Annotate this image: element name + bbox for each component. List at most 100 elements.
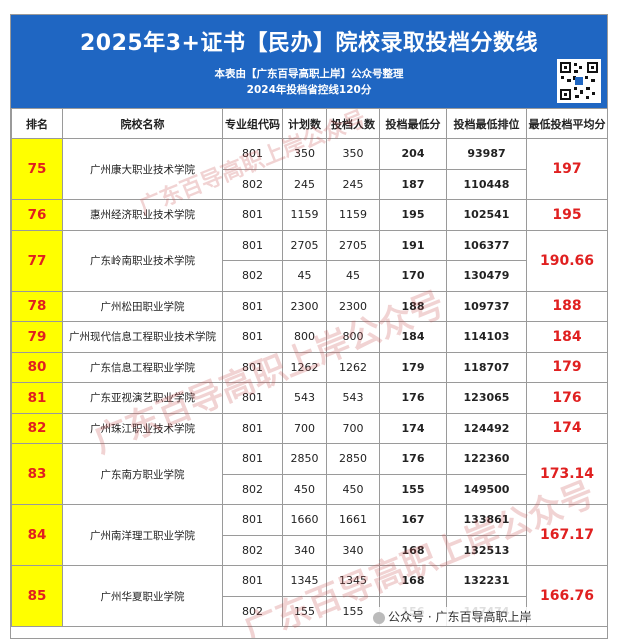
enrolled-count-cell: 350 — [326, 138, 380, 170]
avg-score-cell: 167.17 — [526, 504, 607, 566]
avg-score-cell: 188 — [526, 290, 607, 322]
group-code-cell: 802 — [222, 260, 283, 292]
col-header-school: 院校名称 — [62, 108, 223, 139]
min-rank-cell: 132513 — [446, 534, 527, 566]
subtitle: 本表由【广东百导高职上岸】公众号整理 — [214, 68, 404, 80]
table-row: 79 广州现代信息工程职业技术学院 801 800 800 184 114103 184 — [11, 321, 607, 353]
footer-account-label: 公众号 · 广东百导高职上岸 — [369, 607, 536, 626]
group-code-cell: 801 — [222, 199, 283, 231]
rank-cell: 81 — [11, 382, 63, 414]
min-score-cell: 188 — [379, 290, 447, 322]
min-score-cell: 168 — [379, 565, 447, 597]
min-score-cell: 168 — [379, 534, 447, 566]
col-header-min-rank: 投档最低排位 — [446, 108, 527, 139]
avg-score-cell: 179 — [526, 351, 607, 383]
min-rank-cell: 149500 — [446, 473, 527, 505]
table-row: 83 广东南方职业学院 801 2850 2850 176 122360 173.14 — [11, 443, 607, 505]
enrolled-count-cell: 1661 — [326, 504, 380, 536]
min-rank-cell: 109737 — [446, 290, 527, 322]
avg-score-cell: 190.66 — [526, 229, 607, 292]
min-score-cell: 184 — [379, 321, 447, 353]
rank-cell: 80 — [11, 351, 63, 383]
plan-count-cell: 2850 — [282, 443, 327, 475]
group-code-cell: 802 — [222, 595, 283, 627]
avg-score-cell: 197 — [526, 138, 607, 200]
rank-cell: 79 — [11, 321, 63, 353]
table-row: 85 广州华夏职业学院 801 1345 1345 168 132231 166.76 — [11, 565, 607, 627]
avg-score-cell: 176 — [526, 382, 607, 414]
enrolled-count-cell: 2850 — [326, 443, 380, 475]
min-rank-cell: 93987 — [446, 138, 527, 170]
enrolled-count-cell: 45 — [326, 260, 380, 292]
table-row: 802 340 340 168 132513 — [12, 534, 608, 566]
group-code-cell: 801 — [222, 504, 283, 536]
group-code-cell: 801 — [222, 290, 283, 322]
min-score-cell: 155 — [379, 473, 447, 505]
enrolled-count-cell: 1345 — [326, 565, 380, 597]
admission-score-table: 排名 院校名称 专业组代码 计划数 投档人数 投档最低分 投档最低排位 最低投档… — [11, 108, 608, 627]
group-code-cell: 801 — [222, 138, 283, 170]
school-name-cell: 广州华夏职业学院 — [62, 565, 223, 627]
min-score-cell: 176 — [379, 443, 447, 475]
min-score-cell: 176 — [379, 382, 447, 414]
enrolled-count-cell: 450 — [326, 473, 380, 505]
enrolled-count-cell: 1159 — [326, 199, 380, 231]
min-rank-cell: 133861 — [446, 504, 527, 536]
avg-score-cell: 174 — [526, 412, 607, 444]
avg-score-cell: 173.14 — [526, 443, 607, 505]
school-name-cell: 广东信息工程职业学院 — [62, 351, 223, 383]
group-code-cell: 802 — [222, 473, 283, 505]
table-row: 80 广东信息工程职业学院 801 1262 1262 179 118707 179 — [11, 351, 607, 383]
control-line-note: 2024年投档省控线120分 — [246, 84, 372, 96]
school-name-cell: 广州康大职业技术学院 — [62, 138, 223, 200]
enrolled-count-cell: 543 — [326, 382, 380, 414]
plan-count-cell: 245 — [282, 168, 327, 200]
school-name-cell: 惠州经济职业技术学院 — [62, 199, 223, 231]
table-row: 802 45 45 170 130479 — [12, 260, 608, 292]
rank-cell: 83 — [11, 443, 63, 505]
table-row: 802 450 450 155 149500 — [12, 473, 608, 505]
min-score-cell: 195 — [379, 199, 447, 231]
plan-count-cell: 1159 — [282, 199, 327, 231]
plan-count-cell: 700 — [282, 412, 327, 444]
score-table-card: 2025年3+证书【民办】院校录取投档分数线 本表由【广东百导高职上岸】公众号整… — [10, 14, 608, 639]
page-title: 2025年3+证书【民办】院校录取投档分数线 — [80, 31, 538, 56]
min-score-cell: 167 — [379, 504, 447, 536]
plan-count-cell: 800 — [282, 321, 327, 353]
group-code-cell: 801 — [222, 351, 283, 383]
rank-cell: 77 — [11, 229, 63, 292]
min-score-cell: 179 — [379, 351, 447, 383]
min-rank-cell: 130479 — [446, 260, 527, 292]
school-name-cell: 广东南方职业学院 — [62, 443, 223, 505]
enrolled-count-cell: 340 — [326, 534, 380, 566]
min-rank-cell: 132231 — [446, 565, 527, 597]
col-header-group-code: 专业组代码 — [222, 108, 283, 139]
enrolled-count-cell: 700 — [326, 412, 380, 444]
school-name-cell: 广东亚视演艺职业学院 — [62, 382, 223, 414]
min-rank-cell: 114103 — [446, 321, 527, 353]
col-header-rank: 排名 — [11, 108, 63, 139]
avg-score-cell: 195 — [526, 199, 607, 231]
min-rank-cell: 106377 — [446, 229, 527, 261]
min-score-cell: 170 — [379, 260, 447, 292]
plan-count-cell: 1660 — [282, 504, 327, 536]
rank-cell: 82 — [11, 412, 63, 444]
group-code-cell: 802 — [222, 534, 283, 566]
min-rank-cell: 118707 — [446, 351, 527, 383]
col-header-avg-score: 最低投档平均分 — [526, 108, 607, 139]
min-rank-cell: 110448 — [446, 168, 527, 200]
plan-count-cell: 2705 — [282, 229, 327, 261]
min-score-cell: 204 — [379, 138, 447, 170]
table-row: 82 广州珠江职业技术学院 801 700 700 174 124492 174 — [11, 412, 607, 444]
table-row: 81 广东亚视演艺职业学院 801 543 543 176 123065 176 — [11, 382, 607, 414]
group-code-cell: 801 — [222, 412, 283, 444]
plan-count-cell: 543 — [282, 382, 327, 414]
avg-score-cell: 166.76 — [526, 565, 607, 627]
rank-cell: 85 — [11, 565, 63, 627]
col-header-plan: 计划数 — [282, 108, 327, 139]
group-code-cell: 802 — [222, 168, 283, 200]
min-score-cell: 174 — [379, 412, 447, 444]
group-code-cell: 801 — [222, 321, 283, 353]
min-rank-cell: 102541 — [446, 199, 527, 231]
enrolled-count-cell: 800 — [326, 321, 380, 353]
